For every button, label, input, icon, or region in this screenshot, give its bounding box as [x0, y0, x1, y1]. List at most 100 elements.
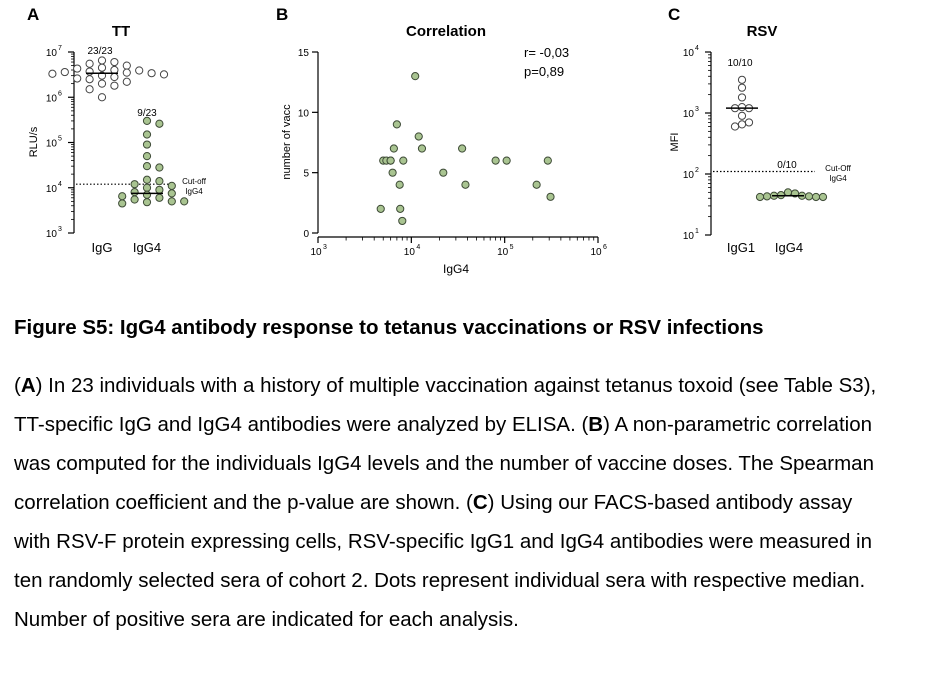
panel-a-point-igg	[159, 70, 169, 79]
panel-a-point-igg	[122, 68, 131, 77]
panel-b-stat-p: p=0,89	[524, 64, 564, 79]
panel-b-points	[376, 72, 555, 226]
panel-c-point-igg1	[737, 93, 747, 102]
panel-c-title: RSV	[747, 23, 778, 40]
panel-a-point-igg	[135, 66, 144, 75]
panel-b-ylabel: number of vacc	[281, 104, 293, 180]
panel-a-point-igg	[85, 85, 94, 94]
panel-b-point	[392, 120, 401, 129]
panel-c-xtick-igg4: IgG4	[775, 240, 803, 255]
panel-letter-a: A	[27, 5, 39, 24]
panel-b-point	[502, 156, 511, 165]
panel-a-y-axis-tick-exponent: 3	[58, 226, 62, 233]
panel-a-point-igg	[110, 72, 119, 82]
panel-a-point-igg	[110, 81, 119, 90]
panel-c-point-igg1	[737, 75, 747, 84]
panel-b-point	[376, 204, 385, 213]
panel-b-point	[532, 180, 541, 189]
panel-c-y-axis-tick-label: 10	[683, 109, 695, 120]
panel-a-point-igg	[60, 67, 69, 77]
panel-a-point-igg	[97, 79, 107, 88]
panel-c-y-axis-tick-label: 10	[683, 170, 695, 181]
panel-b-x-tick-exponent: 3	[323, 244, 327, 251]
panel-a-count-igg4: 9/23	[137, 108, 157, 119]
panel-a-xtick-igg: IgG	[92, 240, 113, 255]
panel-a-point-igg4	[118, 192, 127, 201]
panel-c-count-igg4: 0/10	[777, 160, 797, 171]
panel-b-y-tick-label: 0	[303, 229, 309, 240]
caption-text: ) A non-parametric correlation was compu…	[14, 413, 874, 514]
panel-b-point	[439, 168, 448, 177]
panel-c-y-axis-tick-exponent: 3	[695, 106, 699, 113]
panel-a-y-axis-tick-exponent: 5	[58, 136, 62, 143]
panel-c-point-igg1	[737, 102, 747, 112]
panel-b-point	[389, 144, 398, 153]
panel-b-stat-r: r= -0,03	[524, 45, 569, 60]
panel-a-point-igg	[97, 56, 107, 65]
panel-c-y-axis-tick-exponent: 1	[695, 228, 699, 235]
panel-c-point-igg1	[737, 120, 747, 129]
panel-b-y-tick-label: 5	[303, 169, 309, 180]
panel-c-point-igg1	[730, 122, 740, 131]
panel-a-point-igg4	[142, 175, 152, 184]
panel-b-point	[386, 156, 395, 165]
panel-a-point-igg	[85, 59, 94, 68]
panel-a-point-igg4	[142, 140, 152, 149]
panel-a-point-igg4	[130, 180, 139, 189]
panel-b-x-tick-exponent: 6	[603, 244, 607, 251]
panel-b-x-tick-label: 10	[497, 247, 509, 258]
panel-a-point-igg	[85, 75, 94, 84]
panel-a-point-igg4	[142, 116, 152, 126]
panel-b-point	[411, 72, 420, 81]
panel-c-y-axis-tick-exponent: 4	[695, 45, 699, 52]
panel-b-point	[398, 216, 407, 226]
panel-c-xtick-igg1: IgG1	[727, 240, 755, 255]
panel-c-point-igg1	[737, 83, 747, 92]
panel-a-point-igg	[48, 69, 57, 78]
panel-a-point-igg	[85, 67, 94, 76]
panel-a-point-igg4	[142, 198, 152, 207]
panel-a-point-igg4	[155, 119, 164, 128]
panel-a-point-igg4	[130, 188, 139, 197]
panel-b-x-tick-label: 10	[310, 247, 322, 258]
panel-a-point-igg	[122, 77, 131, 86]
panel-c-ylabel: MFI	[669, 133, 681, 152]
panel-b-xlabel: IgG4	[443, 262, 469, 276]
panel-b: B Correlation number of vacc IgG4 r= -0,…	[276, 5, 607, 276]
panel-a-point-igg4	[142, 152, 152, 161]
panel-a-point-igg	[97, 63, 107, 72]
panel-a-point-igg	[122, 61, 131, 70]
panel-a-y-axis-tick-label: 10	[46, 229, 58, 240]
panel-c-point-igg4	[762, 192, 772, 201]
panel-b-point	[414, 132, 423, 141]
panel-c-y-axis-tick-exponent: 2	[695, 167, 699, 174]
panel-a-point-igg4	[155, 185, 164, 194]
panel-letter-b: B	[276, 5, 288, 24]
panel-b-x-tick-label: 10	[404, 247, 416, 258]
panel-a-point-igg	[147, 69, 156, 78]
caption-panel-ref: A	[20, 374, 36, 397]
panel-a-point-igg4	[167, 181, 176, 190]
panel-a-point-igg4	[142, 183, 152, 192]
panel-b-point	[546, 192, 555, 201]
panel-a-cutoff-label-2: IgG4	[185, 187, 203, 196]
panel-a-y-axis-tick-exponent: 7	[58, 45, 62, 52]
panel-a-ylabel: RLU/s	[28, 126, 40, 157]
panel-b-title: Correlation	[406, 23, 486, 40]
panel-a-point-igg4	[130, 195, 139, 204]
panel-b-x-tick-exponent: 4	[416, 244, 420, 251]
panel-a-y-axis-tick-exponent: 4	[58, 181, 62, 188]
panel-a-point-igg4	[142, 190, 152, 199]
panel-c-point-igg4	[755, 192, 765, 202]
panel-a-point-igg4	[118, 199, 127, 208]
panel-a-points	[48, 56, 189, 208]
panel-c-points	[713, 75, 828, 202]
caption-text: ) Using our FACS-based antibody assay wi…	[14, 491, 872, 631]
panel-c-point-igg1	[737, 111, 747, 120]
panel-a-point-igg	[110, 57, 119, 67]
caption-panel-ref: C	[472, 491, 488, 514]
